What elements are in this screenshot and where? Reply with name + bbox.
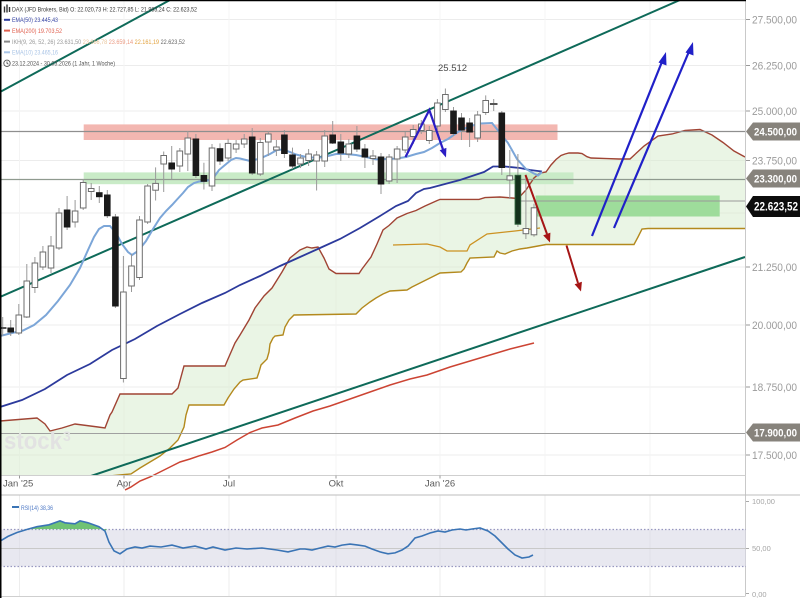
- svg-text:stock: stock: [4, 428, 63, 455]
- svg-text:22.623,52: 22.623,52: [754, 201, 798, 214]
- svg-text:27.500,00: 27.500,00: [752, 14, 797, 26]
- svg-text:100,00: 100,00: [752, 497, 775, 506]
- svg-text:21.250,00: 21.250,00: [752, 262, 797, 274]
- svg-text:26.250,00: 26.250,00: [752, 60, 797, 72]
- svg-text:23.300,00: 23.300,00: [754, 173, 797, 185]
- svg-text:IKH(9, 26, 52, 26) 23.631,50: IKH(9, 26, 52, 26) 23.631,50 23.666,78 2…: [12, 39, 185, 46]
- svg-text:3: 3: [63, 428, 71, 444]
- svg-text:25.000,00: 25.000,00: [752, 106, 797, 118]
- svg-text:24.500,00: 24.500,00: [754, 126, 797, 138]
- svg-text:EMA(50) 23.445,43: EMA(50) 23.445,43: [12, 17, 58, 24]
- svg-text:20.000,00: 20.000,00: [752, 320, 797, 332]
- svg-text:0,00: 0,00: [752, 590, 767, 599]
- svg-text:25.512: 25.512: [438, 63, 467, 74]
- svg-text:50,00: 50,00: [752, 544, 771, 553]
- svg-text:EMA(10) 23.465,16: EMA(10) 23.465,16: [12, 50, 58, 57]
- svg-text:23.750,00: 23.750,00: [752, 155, 797, 167]
- svg-text:23.12.2024 - 30.03.2026 (1 Ja: 23.12.2024 - 30.03.2026 (1 Jahr, 1 Woche…: [12, 61, 115, 68]
- svg-text:17.900,00: 17.900,00: [754, 427, 797, 439]
- svg-text:RSI(14) 38,36: RSI(14) 38,36: [21, 505, 53, 512]
- svg-text:Apr: Apr: [117, 479, 132, 490]
- svg-text:17.500,00: 17.500,00: [752, 450, 797, 462]
- svg-text:DAX (JFD Brokers, Bid) O: 22.: DAX (JFD Brokers, Bid) O: 22.020,73 H: 2…: [12, 6, 197, 13]
- svg-text:EMA(200) 19.703,52: EMA(200) 19.703,52: [12, 28, 62, 35]
- svg-text:18.750,00: 18.750,00: [752, 382, 797, 394]
- svg-text:Jul: Jul: [223, 479, 235, 490]
- svg-text:Okt: Okt: [329, 479, 344, 490]
- svg-text:Jan '26: Jan '26: [425, 479, 455, 490]
- svg-text:Jan '25: Jan '25: [3, 479, 33, 490]
